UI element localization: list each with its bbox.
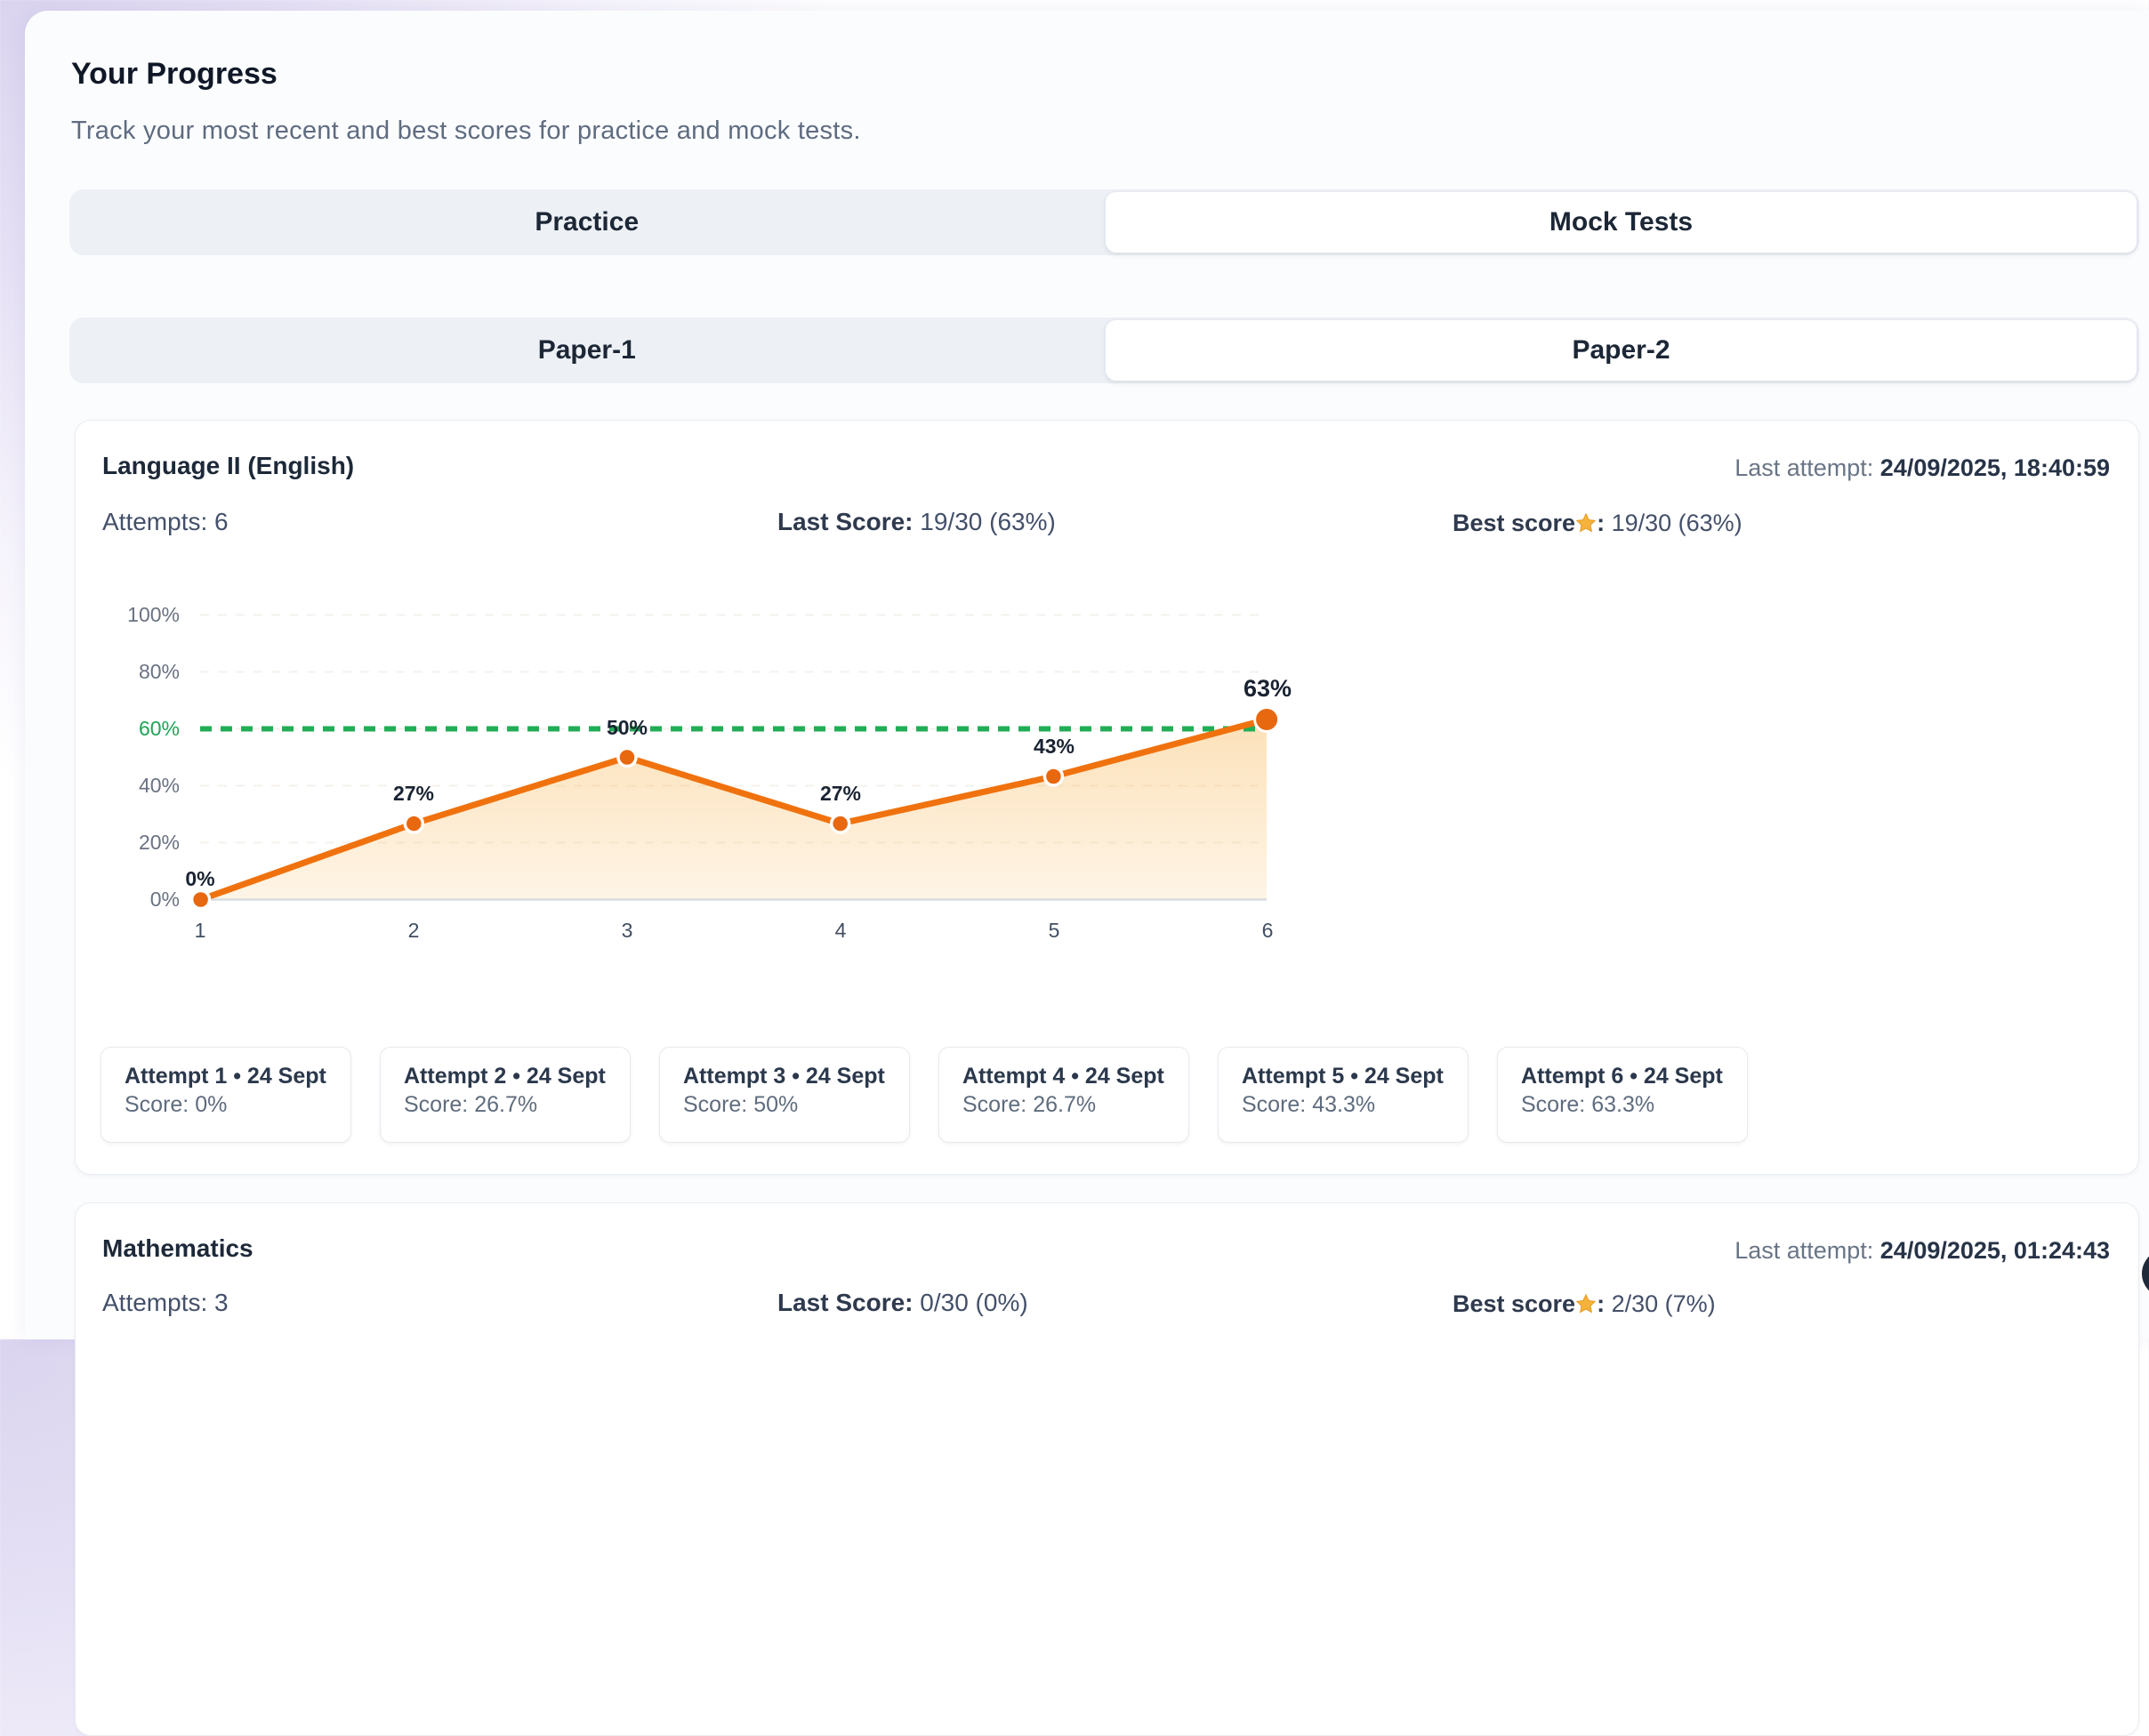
svg-text:3: 3	[622, 919, 633, 942]
svg-text:80%: 80%	[139, 660, 180, 683]
svg-text:43%: 43%	[1034, 735, 1074, 758]
svg-text:50%: 50%	[607, 716, 648, 739]
svg-text:40%: 40%	[139, 774, 180, 797]
svg-text:5: 5	[1049, 919, 1060, 942]
svg-text:60%: 60%	[139, 717, 180, 740]
svg-text:0%: 0%	[185, 867, 214, 890]
svg-text:6: 6	[1262, 919, 1274, 942]
svg-text:1: 1	[195, 919, 206, 942]
svg-text:2: 2	[408, 919, 420, 942]
svg-text:27%: 27%	[820, 782, 861, 805]
svg-text:20%: 20%	[139, 831, 180, 854]
svg-text:63%: 63%	[1244, 675, 1292, 702]
svg-text:0%: 0%	[150, 888, 180, 911]
svg-text:27%: 27%	[393, 782, 434, 805]
svg-text:4: 4	[835, 919, 847, 942]
svg-text:100%: 100%	[127, 603, 180, 626]
